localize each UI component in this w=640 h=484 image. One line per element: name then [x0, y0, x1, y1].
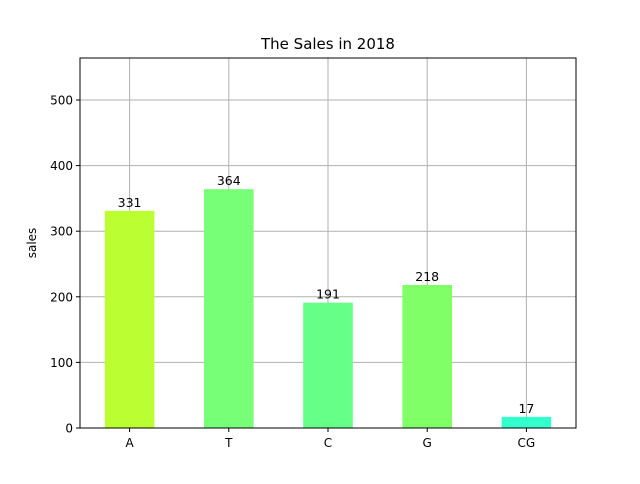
- y-axis-label: sales: [25, 228, 39, 259]
- data-label: 331: [118, 195, 142, 210]
- bar-cg: [501, 416, 552, 428]
- x-axis-ticks: A T C G CG: [125, 428, 535, 450]
- data-label: 218: [415, 269, 439, 284]
- x-tick-label: T: [224, 436, 233, 450]
- bars: [104, 189, 552, 428]
- x-tick-label: A: [125, 436, 134, 450]
- chart-title: The Sales in 2018: [260, 35, 395, 53]
- data-labels: 331 364 191 218 17: [118, 173, 535, 416]
- x-tick-label: CG: [518, 436, 536, 450]
- y-tick-label: 200: [50, 290, 73, 304]
- data-label: 17: [518, 401, 534, 416]
- x-tick-label: C: [324, 436, 332, 450]
- x-tick-label: G: [423, 436, 432, 450]
- bar-g: [402, 284, 452, 428]
- y-tick-label: 500: [50, 93, 73, 107]
- bar-t: [204, 189, 254, 428]
- y-tick-label: 0: [65, 422, 73, 436]
- data-label: 364: [217, 173, 241, 188]
- y-tick-label: 400: [50, 159, 73, 173]
- bar-a: [104, 210, 155, 428]
- y-tick-label: 100: [50, 356, 73, 370]
- data-label: 191: [316, 287, 340, 302]
- bar-c: [303, 302, 353, 428]
- y-tick-label: 300: [50, 225, 73, 239]
- y-axis-ticks: 0 100 200 300 400 500: [50, 93, 80, 436]
